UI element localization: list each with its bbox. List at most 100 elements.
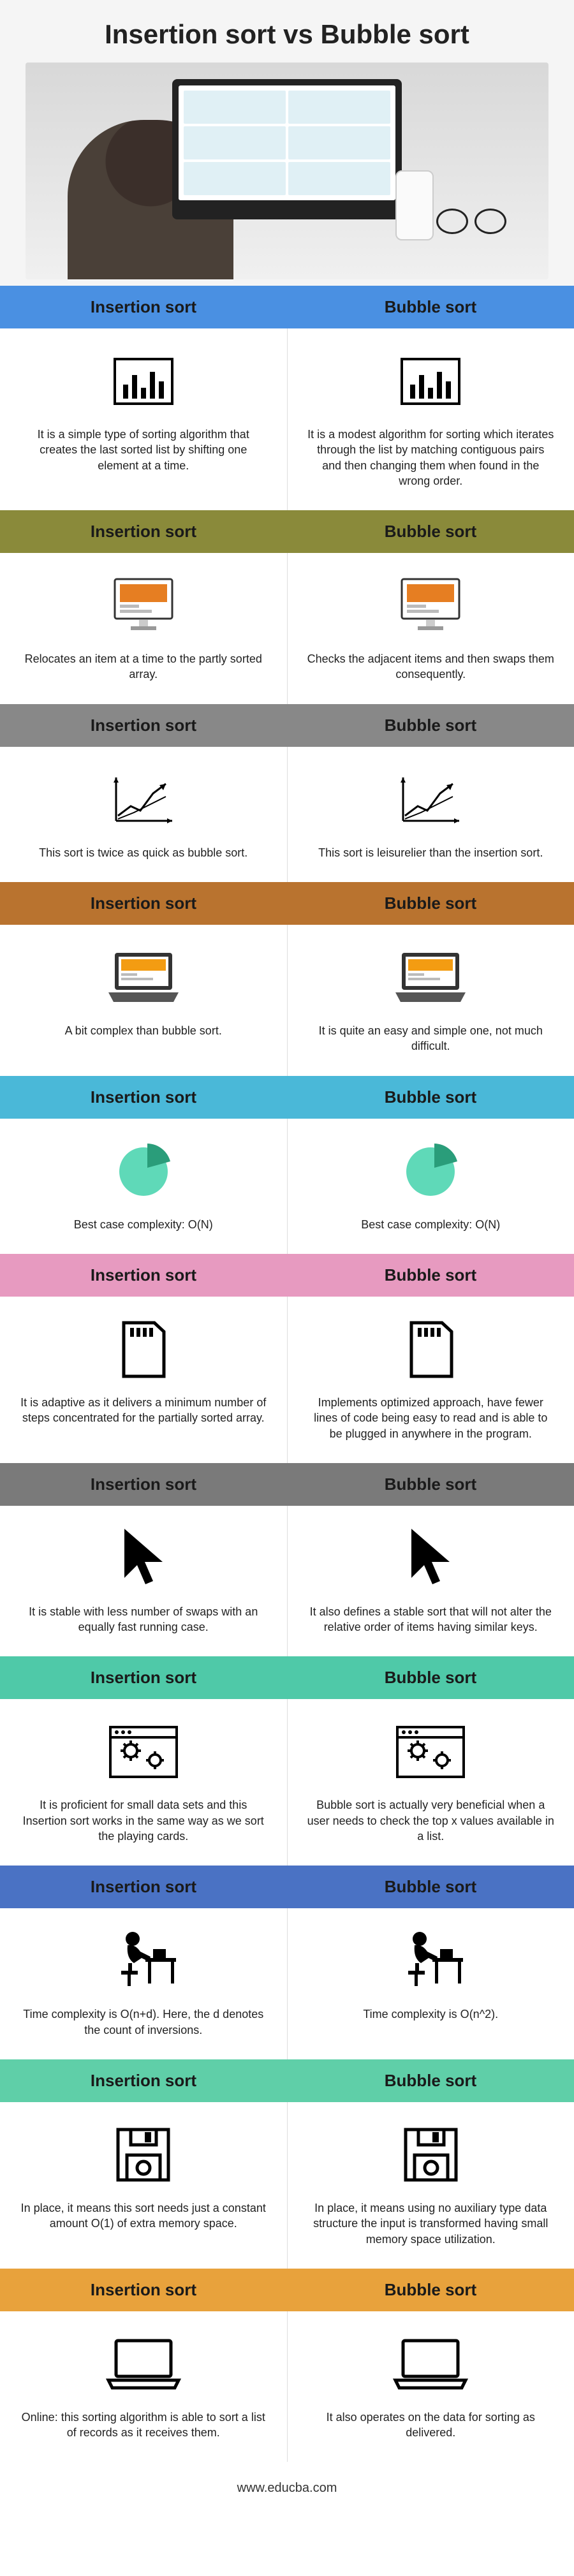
header-right-label: Bubble sort [287,1656,574,1699]
left-cell: Relocates an item at a time to the partl… [0,553,287,704]
section-header: Insertion sortBubble sort [0,1254,574,1297]
right-text: It also defines a stable sort that will … [307,1604,556,1635]
left-cell: It is proficient for small data sets and… [0,1699,287,1866]
left-text: It is adaptive as it delivers a minimum … [19,1395,268,1426]
left-text: It is stable with less number of swaps w… [19,1604,268,1635]
comparison-row: It is a simple type of sorting algorithm… [0,328,574,510]
left-cell: It is a simple type of sorting algorithm… [0,328,287,510]
right-cell: It is a modest algorithm for sorting whi… [287,328,574,510]
page-title: Insertion sort vs Bubble sort [26,19,548,50]
gears-icon [19,1717,268,1787]
right-cell: Implements optimized approach, have fewe… [287,1297,574,1463]
section-header: Insertion sortBubble sort [0,510,574,553]
comparison-row: It is adaptive as it delivers a minimum … [0,1297,574,1463]
comparison-row: Relocates an item at a time to the partl… [0,553,574,704]
right-cell: Best case complexity: O(N) [287,1119,574,1254]
header-left-label: Insertion sort [0,704,287,747]
header-right-label: Bubble sort [287,704,574,747]
section-header: Insertion sortBubble sort [0,1076,574,1119]
right-text: This sort is leisurelier than the insert… [307,845,556,860]
right-text: It is quite an easy and simple one, not … [307,1023,556,1054]
header-left-label: Insertion sort [0,2059,287,2102]
pie-icon [19,1137,268,1207]
comparison-row: Best case complexity: O(N) Best case comp… [0,1119,574,1254]
gears-icon [307,1717,556,1787]
left-text: In place, it means this sort needs just … [19,2200,268,2232]
header-left-label: Insertion sort [0,2269,287,2311]
right-cell: This sort is leisurelier than the insert… [287,747,574,882]
header-left-label: Insertion sort [0,1463,287,1506]
header-right-label: Bubble sort [287,2059,574,2102]
laptop-icon [19,943,268,1013]
right-cell: Bubble sort is actually very beneficial … [287,1699,574,1866]
monitor-icon [307,571,556,641]
left-cell: It is adaptive as it delivers a minimum … [0,1297,287,1463]
right-text: Implements optimized approach, have fewe… [307,1395,556,1441]
header-right-label: Bubble sort [287,1866,574,1908]
left-cell: Online: this sorting algorithm is able t… [0,2311,287,2462]
right-cell: Checks the adjacent items and then swaps… [287,553,574,704]
header-left-label: Insertion sort [0,1656,287,1699]
floppy-icon [19,2120,268,2190]
comparison-row: It is stable with less number of swaps w… [0,1506,574,1657]
section-header: Insertion sortBubble sort [0,1656,574,1699]
header-left-label: Insertion sort [0,882,287,925]
header-left-label: Insertion sort [0,1866,287,1908]
comparison-row: It is proficient for small data sets and… [0,1699,574,1866]
right-cell: It also operates on the data for sorting… [287,2311,574,2462]
right-cell: Time complexity is O(n^2). [287,1908,574,2059]
growth-icon [19,765,268,835]
right-text: Checks the adjacent items and then swaps… [307,651,556,682]
left-cell: It is stable with less number of swaps w… [0,1506,287,1657]
left-text: It is proficient for small data sets and… [19,1797,268,1844]
hero-section: Insertion sort vs Bubble sort [0,0,574,286]
header-left-label: Insertion sort [0,286,287,328]
left-cell: Best case complexity: O(N) [0,1119,287,1254]
left-cell: Time complexity is O(n+d). Here, the d d… [0,1908,287,2059]
comparison-row: Time complexity is O(n+d). Here, the d d… [0,1908,574,2059]
left-cell: This sort is twice as quick as bubble so… [0,747,287,882]
header-left-label: Insertion sort [0,1254,287,1297]
chart-icon [19,346,268,416]
section-header: Insertion sortBubble sort [0,1866,574,1908]
header-left-label: Insertion sort [0,510,287,553]
left-text: A bit complex than bubble sort. [19,1023,268,1038]
cursor-icon [19,1524,268,1594]
floppy-icon [307,2120,556,2190]
right-text: It is a modest algorithm for sorting whi… [307,427,556,489]
left-text: Time complexity is O(n+d). Here, the d d… [19,2006,268,2038]
left-cell: A bit complex than bubble sort. [0,925,287,1076]
section-header: Insertion sortBubble sort [0,2269,574,2311]
comparison-row: Online: this sorting algorithm is able t… [0,2311,574,2462]
person-desk-icon [19,1926,268,1996]
monitor-icon [19,571,268,641]
laptop-outline-icon [19,2329,268,2399]
chart-icon [307,346,556,416]
right-text: Best case complexity: O(N) [307,1217,556,1232]
left-text: This sort is twice as quick as bubble so… [19,845,268,860]
right-cell: It is quite an easy and simple one, not … [287,925,574,1076]
cursor-icon [307,1524,556,1594]
sdcard-icon [307,1314,556,1385]
sdcard-icon [19,1314,268,1385]
section-header: Insertion sortBubble sort [0,704,574,747]
section-header: Insertion sortBubble sort [0,882,574,925]
section-header: Insertion sortBubble sort [0,1463,574,1506]
header-right-label: Bubble sort [287,510,574,553]
right-text: It also operates on the data for sorting… [307,2410,556,2441]
person-desk-icon [307,1926,556,1996]
laptop-outline-icon [307,2329,556,2399]
left-cell: In place, it means this sort needs just … [0,2102,287,2269]
right-cell: In place, it means using no auxiliary ty… [287,2102,574,2269]
left-text: Relocates an item at a time to the partl… [19,651,268,682]
right-text: Time complexity is O(n^2). [307,2006,556,2022]
section-header: Insertion sortBubble sort [0,286,574,328]
comparison-row: This sort is twice as quick as bubble so… [0,747,574,882]
footer: www.educba.com [0,2462,574,2521]
header-right-label: Bubble sort [287,2269,574,2311]
comparison-sections: Insertion sortBubble sortIt is a simple … [0,286,574,2462]
right-cell: It also defines a stable sort that will … [287,1506,574,1657]
header-right-label: Bubble sort [287,286,574,328]
section-header: Insertion sortBubble sort [0,2059,574,2102]
right-text: Bubble sort is actually very beneficial … [307,1797,556,1844]
